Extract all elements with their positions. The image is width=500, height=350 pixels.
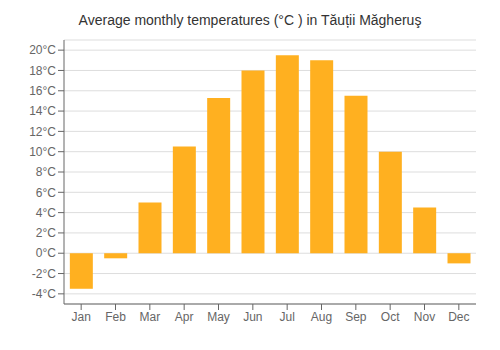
- svg-text:2°C: 2°C: [36, 226, 56, 240]
- svg-text:-2°C: -2°C: [32, 267, 56, 281]
- svg-text:-4°C: -4°C: [32, 287, 56, 301]
- svg-text:Oct: Oct: [381, 310, 400, 324]
- svg-text:18°C: 18°C: [29, 64, 56, 78]
- svg-text:May: May: [207, 310, 230, 324]
- svg-text:Jul: Jul: [279, 310, 294, 324]
- svg-text:8°C: 8°C: [36, 165, 56, 179]
- svg-text:Feb: Feb: [105, 310, 126, 324]
- svg-text:Sep: Sep: [345, 310, 367, 324]
- svg-text:Mar: Mar: [139, 310, 160, 324]
- svg-text:0°C: 0°C: [36, 246, 56, 260]
- svg-text:10°C: 10°C: [29, 145, 56, 159]
- svg-text:16°C: 16°C: [29, 84, 56, 98]
- svg-text:Dec: Dec: [448, 310, 469, 324]
- svg-text:Nov: Nov: [414, 310, 435, 324]
- svg-text:Jun: Jun: [243, 310, 262, 324]
- svg-text:14°C: 14°C: [29, 104, 56, 118]
- svg-text:6°C: 6°C: [36, 186, 56, 200]
- svg-text:Jan: Jan: [71, 310, 90, 324]
- svg-text:Apr: Apr: [175, 310, 194, 324]
- svg-text:12°C: 12°C: [29, 125, 56, 139]
- svg-text:Aug: Aug: [311, 310, 332, 324]
- svg-text:20°C: 20°C: [29, 43, 56, 57]
- svg-text:4°C: 4°C: [36, 206, 56, 220]
- html-text:Average monthly temperatures (: Average monthly temperatures (°C ) in Tă…: [78, 12, 422, 28]
